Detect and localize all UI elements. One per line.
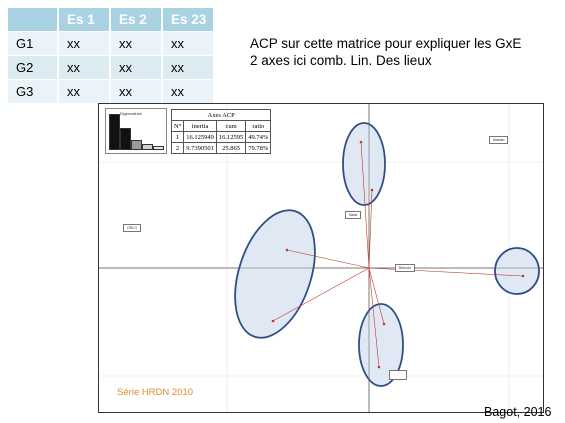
eigenvalues-inset: Eigenvalues — [105, 108, 167, 154]
group-ellipse-top — [342, 122, 386, 206]
vector-line — [368, 267, 524, 277]
vector-line — [368, 189, 373, 269]
vector-tip — [521, 274, 525, 278]
table-cell: G2 — [8, 55, 59, 80]
table-cell: xx — [162, 55, 215, 80]
label-top-right: Mablan — [489, 136, 509, 144]
table-cell: xx — [162, 79, 215, 104]
table-cell: xx — [162, 31, 215, 56]
credit-text: Bagot, 2016 — [484, 405, 552, 419]
group-ellipse-bottom — [358, 303, 404, 387]
table-header-cell: Es 23 — [162, 8, 215, 32]
table-header-cell — [8, 8, 59, 32]
table-cell: xx — [110, 55, 163, 80]
table-row: G1 xx xx xx — [8, 31, 215, 56]
label-center: Belnotu — [395, 264, 415, 272]
table-row: G2 xx xx xx — [8, 55, 215, 80]
axes-acp-cell: 2 — [170, 142, 185, 154]
table-cell: xx — [110, 31, 163, 56]
eigen-bar — [131, 139, 142, 150]
axes-acp-cell: 16.125949 — [183, 131, 217, 143]
vector-tip — [370, 188, 374, 192]
table-header-cell: Es 2 — [110, 8, 163, 32]
table-cell: xx — [58, 79, 111, 104]
table-row: G3 xx xx xx — [8, 79, 215, 104]
eigenvalues-title: Eigenvalues — [120, 111, 142, 116]
vector-tip — [382, 322, 386, 326]
table-cell: xx — [58, 31, 111, 56]
caption-line-1: ACP sur cette matrice pour expliquer les… — [250, 36, 522, 51]
gxe-table: Es 1 Es 2 Es 23 G1 xx xx xx G2 xx xx xx … — [8, 8, 215, 104]
axes-acp-header: inertia — [183, 120, 217, 132]
axes-acp-header: ratio — [245, 120, 272, 132]
axes-acp-title: Axes ACP — [170, 109, 272, 121]
pca-biplot — [99, 104, 543, 412]
vector-line — [368, 267, 380, 368]
vector-tip — [377, 365, 381, 369]
axes-acp-header: N° — [170, 120, 185, 132]
group-ellipse-left — [234, 209, 316, 339]
axes-acp-header: cum — [215, 120, 247, 132]
eigen-bar — [109, 114, 120, 150]
axes-acp-table: Axes ACP N° inertia cum ratio 1 16.12594… — [170, 109, 272, 154]
axes-acp-cell: 79.78% — [245, 142, 272, 154]
table-cell: G3 — [8, 79, 59, 104]
vector-line — [286, 249, 370, 269]
table-header-row: Es 1 Es 2 Es 23 — [8, 8, 215, 32]
vector-line — [360, 141, 370, 269]
vector-tip — [285, 248, 289, 252]
vector-tip — [271, 319, 275, 323]
label-mid: Nads — [345, 211, 362, 219]
table-cell: G1 — [8, 31, 59, 56]
label-box — [389, 370, 407, 380]
table-header-cell: Es 1 — [58, 8, 111, 32]
eigen-bar — [153, 146, 164, 150]
label-left: ORLO — [123, 224, 141, 232]
pca-figure: Eigenvalues Axes ACP N° inertia cum rati… — [98, 103, 544, 413]
axes-acp-cell: 9.7390501 — [183, 142, 217, 154]
vector-tips — [271, 140, 525, 369]
series-label: Série HRDN 2010 — [117, 387, 194, 398]
vector-tip — [359, 140, 363, 144]
table-cell: xx — [58, 55, 111, 80]
group-ellipse-right — [494, 247, 540, 295]
axes-acp-cell: 49.74% — [245, 131, 272, 143]
eigen-bar — [142, 143, 153, 150]
vector-line — [272, 267, 370, 322]
axes-acp-cell: 1 — [170, 131, 185, 143]
axes-acp-cell: 16.12595 — [215, 131, 247, 143]
eigen-bar — [120, 127, 131, 150]
caption-line-2: 2 axes ici comb. Lin. Des lieux — [250, 53, 432, 68]
axes-acp-cell: 25.865 — [215, 142, 247, 154]
vector-lines — [272, 141, 524, 368]
vector-line — [368, 267, 385, 325]
table-cell: xx — [110, 79, 163, 104]
